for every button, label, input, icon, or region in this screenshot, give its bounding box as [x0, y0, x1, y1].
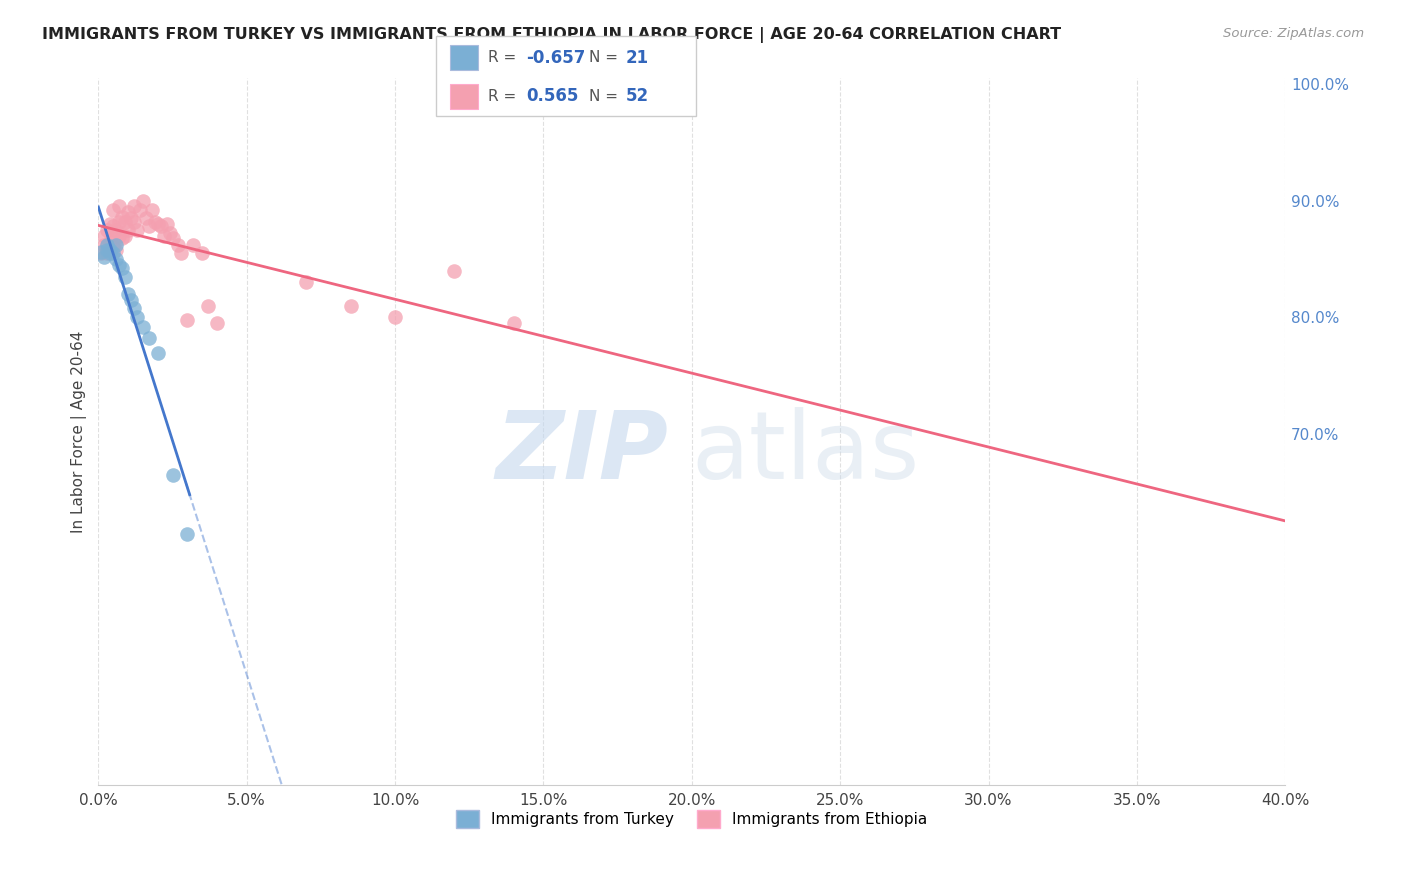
Text: N =: N = [589, 89, 623, 103]
Point [135, 211, 157, 225]
Point [162, 468, 184, 483]
Point [105, 238, 128, 252]
Point [108, 214, 131, 228]
Point [98, 246, 121, 260]
Point [105, 243, 128, 257]
Text: R =: R = [488, 51, 522, 65]
Point [108, 199, 131, 213]
Point [96, 243, 118, 257]
Y-axis label: In Labor Force | Age 20-64: In Labor Force | Age 20-64 [72, 330, 87, 533]
Point [98, 235, 121, 249]
Point [98, 243, 121, 257]
Text: N =: N = [589, 51, 623, 65]
Point [146, 217, 169, 231]
Point [93, 250, 115, 264]
Point [132, 194, 155, 208]
Point [122, 301, 145, 315]
Point [176, 526, 198, 541]
Point [108, 228, 131, 243]
Point [114, 228, 136, 243]
Point [128, 202, 150, 217]
Point [90, 246, 112, 260]
Point [125, 223, 148, 237]
Point [191, 246, 214, 260]
Point [149, 219, 172, 234]
Point [98, 243, 121, 257]
Point [159, 227, 181, 241]
Point [197, 299, 219, 313]
Text: R =: R = [488, 89, 526, 103]
Point [141, 202, 163, 217]
Point [108, 258, 131, 272]
Point [138, 331, 160, 345]
Point [90, 244, 112, 259]
Point [93, 238, 115, 252]
Point [117, 205, 139, 219]
Point [132, 319, 155, 334]
Point [122, 214, 145, 228]
Point [143, 214, 166, 228]
Point [384, 310, 406, 325]
Point [96, 238, 118, 252]
Point [120, 211, 142, 225]
Point [162, 231, 184, 245]
Text: atlas: atlas [692, 407, 920, 499]
Point [96, 238, 118, 252]
Point [146, 345, 169, 359]
Text: 0.565: 0.565 [526, 87, 578, 105]
Point [125, 310, 148, 325]
Point [152, 228, 174, 243]
Text: IMMIGRANTS FROM TURKEY VS IMMIGRANTS FROM ETHIOPIA IN LABOR FORCE | AGE 20-64 CO: IMMIGRANTS FROM TURKEY VS IMMIGRANTS FRO… [42, 27, 1062, 43]
Point [443, 263, 465, 277]
Point [96, 223, 118, 237]
Point [167, 238, 190, 252]
Text: 52: 52 [626, 87, 648, 105]
Text: ZIP: ZIP [495, 407, 668, 499]
Point [103, 240, 125, 254]
Point [117, 287, 139, 301]
Point [111, 231, 134, 245]
Point [295, 276, 318, 290]
Point [105, 223, 128, 237]
Point [176, 312, 198, 326]
Point [103, 219, 125, 234]
Point [181, 238, 204, 252]
Text: -0.657: -0.657 [526, 49, 585, 67]
Point [111, 210, 134, 224]
Point [339, 299, 361, 313]
Point [103, 246, 125, 260]
Point [103, 227, 125, 241]
Point [105, 252, 128, 266]
Legend: Immigrants from Turkey, Immigrants from Ethiopia: Immigrants from Turkey, Immigrants from … [450, 805, 934, 834]
Point [205, 316, 228, 330]
Point [114, 214, 136, 228]
Point [111, 261, 134, 276]
Point [96, 246, 118, 260]
Text: Source: ZipAtlas.com: Source: ZipAtlas.com [1223, 27, 1364, 40]
Point [120, 293, 142, 307]
Point [98, 217, 121, 231]
Point [117, 223, 139, 237]
Point [155, 217, 177, 231]
Point [138, 219, 160, 234]
Point [122, 199, 145, 213]
Point [103, 202, 125, 217]
Point [170, 246, 193, 260]
Point [114, 269, 136, 284]
Point [502, 316, 524, 330]
Point [93, 228, 115, 243]
Text: 21: 21 [626, 49, 648, 67]
